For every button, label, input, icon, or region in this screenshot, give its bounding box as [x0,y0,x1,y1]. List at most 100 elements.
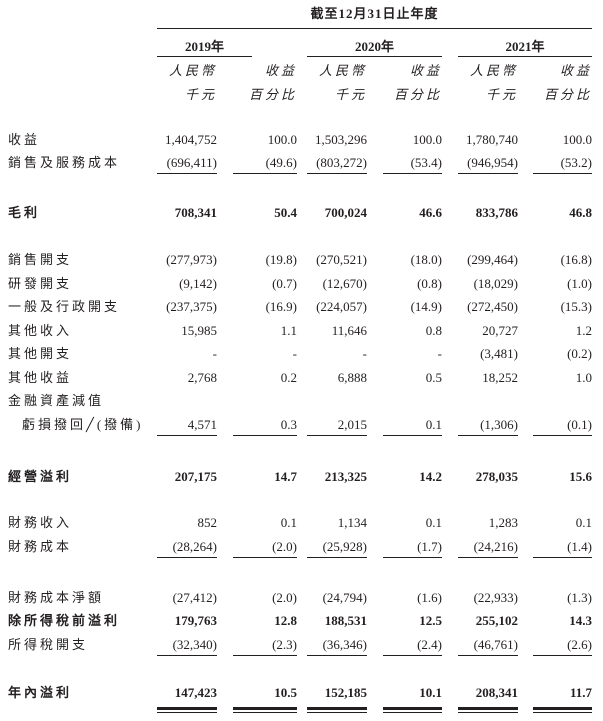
percent-cell: (1.3) [567,590,592,605]
amount-cell: (28,264) [172,539,217,554]
row-label: 除所得稅前溢利 [8,613,121,628]
amount-unit-header: 千元 [184,87,217,102]
percent-header: 收益 [264,63,297,78]
header-divider [157,28,592,29]
total-double-rule [383,712,442,713]
subtotal-rule [458,173,518,174]
percent-cell: 50.4 [274,205,297,220]
percent-cell: 0.1 [280,515,297,530]
total-double-rule [383,707,442,710]
amount-cell: 18,252 [482,370,518,385]
percent-cell: - [292,346,297,361]
percent-cell: 0.1 [425,417,442,432]
subtotal-rule [233,557,297,558]
percent-cell: 15.6 [569,469,592,484]
percent-cell: (15.3) [560,299,592,314]
row-label: 其他收益 [8,370,73,385]
amount-unit-header: 人民幣 [318,63,367,78]
percent-cell: 100.0 [267,132,297,147]
row-label: 其他收入 [8,323,73,338]
percent-cell: 100.0 [412,132,442,147]
percent-header: 百分比 [248,87,297,102]
amount-cell: (24,216) [473,539,518,554]
amount-cell: (36,346) [322,637,367,652]
amount-cell: 1,503,296 [315,132,367,147]
row-label: 虧損撥回╱(撥備) [22,417,144,432]
amount-cell: (22,933) [473,590,518,605]
total-double-rule [307,707,367,710]
subtotal-rule [533,435,592,436]
amount-cell: (237,375) [166,299,217,314]
amount-cell: 1,134 [337,515,367,530]
percent-cell: (16.8) [560,252,592,267]
percent-cell: 12.8 [274,613,297,628]
amount-cell: (299,464) [467,252,518,267]
amount-cell: 1,780,740 [466,132,518,147]
row-label: 收益 [8,132,41,147]
percent-cell: 11.7 [569,685,592,700]
percent-cell: (14.9) [410,299,442,314]
amount-cell: 708,341 [174,205,217,220]
amount-cell: (46,761) [473,637,518,652]
percent-cell: 1.2 [575,323,592,338]
amount-cell: - [212,346,217,361]
subtotal-rule [533,173,592,174]
percent-cell: (19.8) [265,252,297,267]
amount-cell: (946,954) [467,155,518,170]
row-label: 銷售開支 [8,252,73,267]
row-label: 財務收入 [8,515,73,530]
amount-cell: 179,763 [174,613,217,628]
subtotal-rule [533,557,592,558]
amount-cell: 1,404,752 [165,132,217,147]
amount-cell: 2,768 [187,370,217,385]
percent-cell: 46.6 [419,205,442,220]
row-label: 年內溢利 [8,685,73,700]
percent-cell: 14.7 [274,469,297,484]
amount-cell: 147,423 [174,685,217,700]
percent-cell: (2.3) [272,637,297,652]
amount-cell: - [362,346,367,361]
amount-cell: 278,035 [475,469,518,484]
row-label: 金融資產減值 [8,393,105,408]
amount-cell: 833,786 [475,205,518,220]
total-double-rule [233,707,297,710]
percent-header: 收益 [409,63,442,78]
total-double-rule [533,712,592,713]
total-double-rule [157,707,217,710]
amount-unit-header: 千元 [334,87,367,102]
percent-cell: 10.5 [274,685,297,700]
row-label: 其他開支 [8,346,73,361]
percent-cell: (2.4) [417,637,442,652]
total-double-rule [458,712,518,713]
year-header: 2019年 [184,39,224,54]
percent-cell: - [437,346,442,361]
amount-cell: (25,928) [322,539,367,554]
percent-header: 收益 [559,63,592,78]
period-title: 截至12月31日止年度 [310,6,439,21]
percent-cell: (1.0) [567,276,592,291]
percent-cell: (2.6) [567,637,592,652]
subtotal-rule [233,435,297,436]
percent-cell: 0.5 [425,370,442,385]
percent-cell: 14.3 [569,613,592,628]
subtotal-rule [307,435,367,436]
row-label: 銷售及服務成本 [8,155,121,170]
subtotal-rule [233,655,297,656]
amount-cell: 207,175 [174,469,217,484]
subtotal-rule [383,557,442,558]
amount-cell: 20,727 [482,323,518,338]
amount-cell: 11,646 [331,323,367,338]
year-header: 2020年 [354,39,394,54]
subtotal-rule [458,655,518,656]
amount-cell: 213,325 [324,469,367,484]
subtotal-rule [458,435,518,436]
subtotal-rule [383,435,442,436]
percent-cell: 0.3 [280,417,297,432]
amount-unit-header: 人民幣 [168,63,217,78]
amount-cell: 1,283 [488,515,518,530]
amount-cell: 6,888 [337,370,367,385]
subtotal-rule [233,173,297,174]
subtotal-rule [157,557,217,558]
percent-cell: (16.9) [265,299,297,314]
amount-cell: (18,029) [473,276,518,291]
